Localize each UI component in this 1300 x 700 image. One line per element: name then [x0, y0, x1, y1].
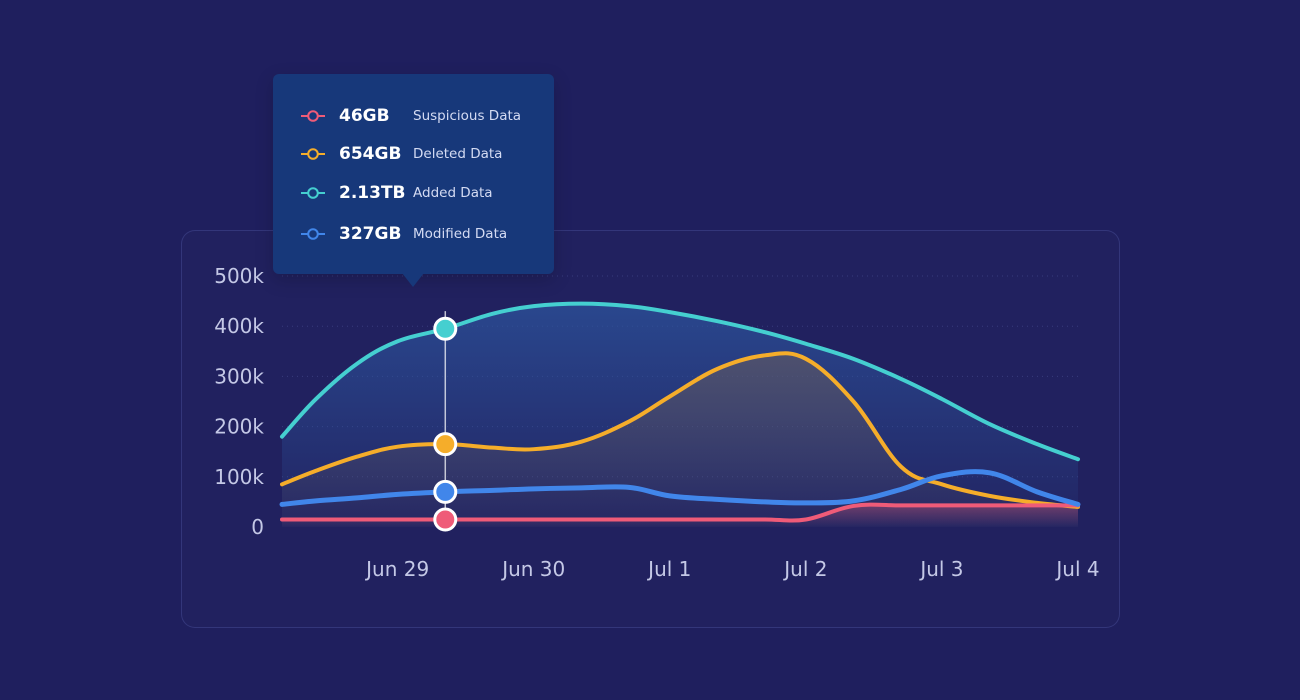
tooltip-pointer: [402, 273, 424, 287]
chart-panel: [181, 230, 1120, 628]
y-tick-label: 100k: [214, 465, 264, 489]
series-lines: [279, 301, 1081, 523]
deleted-data-area: [282, 353, 1078, 527]
modified-data-hover-point: [433, 479, 458, 504]
added-line-icon: [301, 187, 325, 199]
chart-tooltip: 46GB Suspicious Data 654GB Deleted Data …: [273, 74, 554, 274]
tooltip-label: Deleted Data: [413, 146, 503, 162]
x-tick-label: Jun 30: [500, 557, 565, 581]
suspicious-data-hover-point: [433, 507, 458, 532]
tooltip-label: Added Data: [413, 185, 493, 201]
tooltip-row-suspicious: 46GB Suspicious Data: [301, 104, 521, 128]
tooltip-label: Modified Data: [413, 226, 508, 242]
deleted-data-hover-point: [433, 432, 458, 457]
tooltip-value: 327GB: [339, 224, 402, 244]
tooltip-value: 654GB: [339, 144, 402, 164]
added-data-hover-point: [433, 316, 458, 341]
x-tick-label: Jul 4: [1054, 557, 1099, 581]
tooltip-label: Suspicious Data: [413, 108, 522, 124]
suspicious-line-icon: [301, 110, 325, 122]
tooltip-row-added: 2.13TB Added Data: [301, 181, 493, 205]
tooltip-row-modified: 327GB Modified Data: [301, 222, 507, 246]
y-tick-label: 0: [251, 515, 264, 539]
x-tick-label: Jul 3: [918, 557, 963, 581]
modified-data-line: [279, 469, 1081, 507]
x-tick-label: Jun 29: [364, 557, 429, 581]
tooltip-value: 46GB: [339, 106, 390, 126]
axis-labels: 0 100k 200k 300k 400k 500k Jun 29 Jun 30 Jul 1 Ju…: [214, 264, 1099, 581]
suspicious-data-line: [280, 502, 1080, 523]
x-tick-label: Jul 1: [646, 557, 691, 581]
tooltip-value: 2.13TB: [339, 183, 406, 203]
added-data-line: [280, 301, 1080, 462]
deleted-data-line: [280, 351, 1080, 509]
deleted-line-icon: [301, 148, 325, 160]
y-tick-label: 500k: [214, 264, 264, 288]
x-tick-label: Jul 2: [782, 557, 827, 581]
y-tick-label: 300k: [214, 364, 264, 388]
hover-marker-layer: [433, 311, 458, 532]
y-tick-label: 200k: [214, 415, 264, 439]
modified-line-icon: [301, 228, 325, 240]
y-tick-label: 400k: [214, 314, 264, 338]
tooltip-row-deleted: 654GB Deleted Data: [301, 142, 502, 166]
